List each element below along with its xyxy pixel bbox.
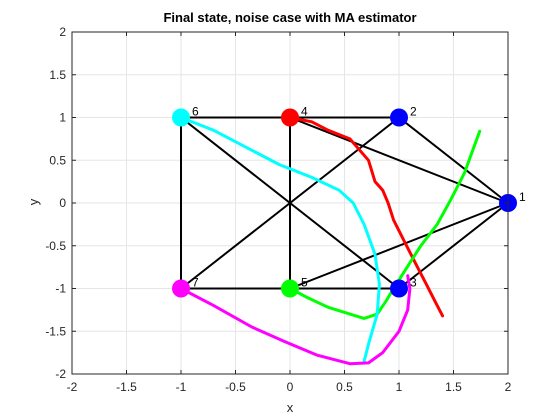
edge-2-1 bbox=[398, 116, 509, 204]
trajectory-5 bbox=[288, 129, 482, 320]
x-tick-label: 0 bbox=[287, 380, 294, 394]
x-tick-label: -1 bbox=[176, 380, 187, 394]
x-tick-label: -1.5 bbox=[116, 380, 137, 394]
x-tick-label: 1.5 bbox=[445, 380, 462, 394]
node-label-5: 5 bbox=[301, 276, 308, 290]
y-tick-label: 1.5 bbox=[49, 68, 66, 82]
x-tick-label: -0.5 bbox=[225, 380, 246, 394]
graph-nodes: 1 2 3 4 5 6 7 bbox=[172, 105, 526, 298]
y-tick-label: -1 bbox=[55, 282, 66, 296]
y-tick-label: -2 bbox=[55, 367, 66, 381]
node-label-1: 1 bbox=[519, 190, 526, 204]
y-tick-label: 2 bbox=[59, 25, 66, 39]
edge-4-1 bbox=[289, 116, 509, 204]
node-label-2: 2 bbox=[410, 105, 417, 119]
x-tick-label: 2 bbox=[505, 380, 512, 394]
node-3 bbox=[390, 279, 408, 298]
y-tick-label: -0.5 bbox=[45, 239, 66, 253]
trajectory-4 bbox=[288, 116, 445, 318]
edge-2-7 bbox=[180, 116, 400, 290]
x-tick-label: -2 bbox=[67, 380, 78, 394]
edge-3-1 bbox=[398, 202, 509, 290]
x-tick-label: 0.5 bbox=[336, 380, 353, 394]
node-label-3: 3 bbox=[410, 276, 417, 290]
node-label-4: 4 bbox=[301, 105, 308, 119]
node-label-7: 7 bbox=[192, 276, 199, 290]
y-tick-label: 0 bbox=[59, 196, 66, 210]
node-2 bbox=[390, 108, 408, 127]
y-axis-label: y bbox=[26, 198, 41, 205]
x-axis-label: x bbox=[287, 400, 294, 415]
ticks: -2 -1.5 -1 -0.5 0 0.5 1 1.5 2 -2 -1.5 -1 -0.5 0 0.5 1 1.… bbox=[45, 25, 511, 394]
node-5 bbox=[281, 279, 299, 298]
y-tick-label: -1.5 bbox=[45, 324, 66, 338]
y-tick-label: 1 bbox=[59, 111, 66, 125]
y-tick-label: 0.5 bbox=[49, 153, 66, 167]
trajectories bbox=[179, 116, 482, 366]
trajectory-7 bbox=[179, 274, 412, 366]
trajectory-6 bbox=[179, 116, 381, 363]
chart-title: Final state, noise case with MA estimato… bbox=[163, 10, 416, 25]
node-6 bbox=[172, 108, 190, 127]
node-label-6: 6 bbox=[192, 105, 199, 119]
edge-5-1 bbox=[289, 202, 509, 290]
x-tick-label: 1 bbox=[396, 380, 403, 394]
node-4 bbox=[281, 108, 299, 127]
node-7 bbox=[172, 279, 190, 298]
